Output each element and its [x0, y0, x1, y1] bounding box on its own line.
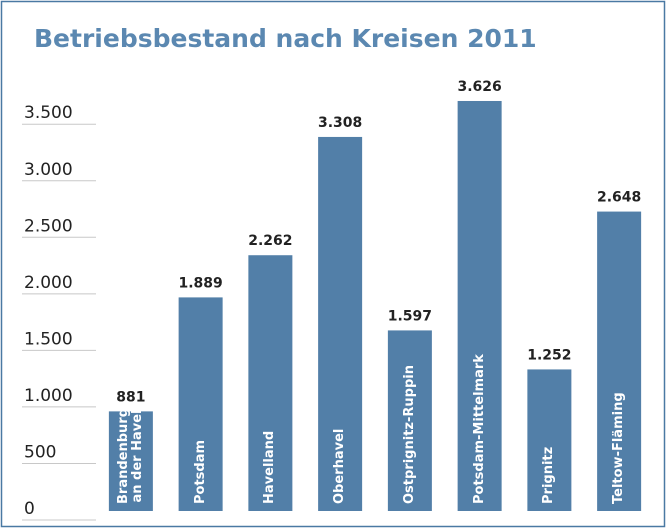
x-tick-label: Teltow-Fläming: [610, 392, 626, 504]
value-label: 881: [116, 389, 145, 405]
y-tick-label: 500: [24, 442, 56, 462]
bar: [527, 369, 572, 511]
value-label: 1.889: [178, 275, 222, 291]
bar: [248, 255, 293, 511]
y-tick-label: 2.500: [24, 216, 73, 236]
x-tick-label: Potsdam-Mittelmark: [471, 354, 487, 504]
value-label: 2.648: [597, 190, 641, 206]
x-tick-label: Brandenburg an der Havel: [115, 407, 145, 504]
bar: [387, 330, 432, 511]
y-tick-label: 3.000: [24, 160, 73, 180]
x-tick-label: Potsdam: [192, 439, 208, 504]
value-label: 1.252: [527, 347, 571, 363]
x-tick-label: Prignitz: [541, 446, 557, 504]
value-label: 3.626: [457, 79, 501, 95]
bar: [178, 297, 223, 511]
value-label: 1.597: [388, 308, 432, 324]
bar: [457, 100, 502, 511]
x-tick-label: Havelland: [262, 430, 278, 504]
value-label: 2.262: [248, 233, 292, 249]
chart-title: Betriebsbestand nach Kreisen 2011: [34, 24, 537, 53]
x-tick-label: Ostprignitz-Ruppin: [401, 365, 417, 504]
y-tick-label: 1.500: [24, 329, 73, 349]
y-tick-label: 1.000: [24, 386, 73, 406]
y-tick-label: 0: [24, 499, 35, 519]
bar: [108, 411, 153, 511]
value-label: 3.308: [318, 115, 362, 131]
y-tick-label: 2.000: [24, 273, 73, 293]
x-tick-label: Oberhavel: [331, 428, 347, 504]
bar: [597, 211, 642, 511]
y-tick-label: 3.500: [24, 103, 73, 123]
bar: [318, 136, 363, 512]
